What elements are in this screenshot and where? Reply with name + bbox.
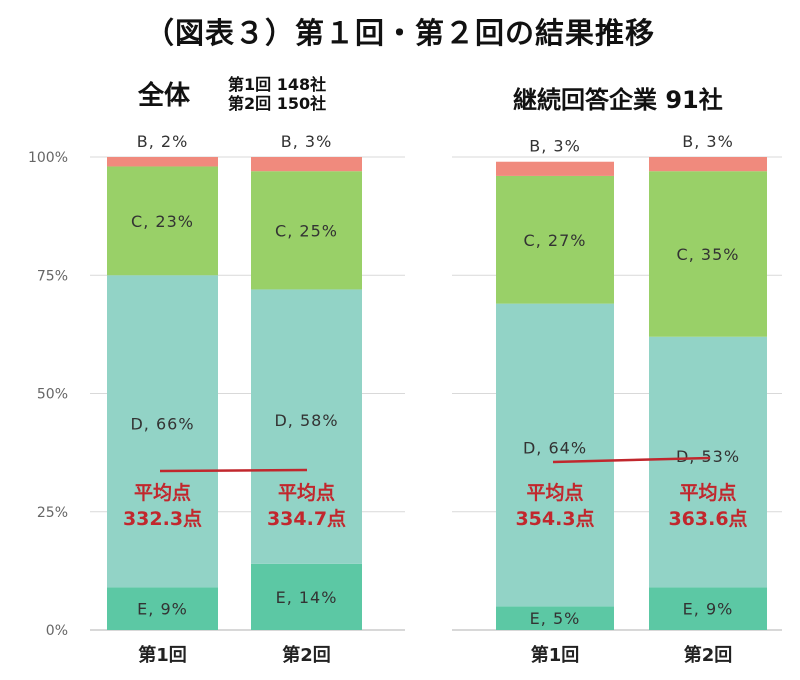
average-value: 363.6点 [668,508,747,530]
bar-segment-d [251,289,362,564]
data-label: B, 3% [281,132,333,151]
panel-title-overall: 全体 [138,81,191,111]
bar-segment-c [496,175,614,304]
data-label: E, 5% [530,609,581,628]
x-tick-label: 第2回 [282,644,331,666]
data-label: E, 9% [137,600,188,619]
average-value: 334.7点 [267,508,346,530]
x-tick-label: 第1回 [138,644,187,666]
data-label: C, 27% [524,231,587,250]
average-label: 平均点 [134,481,191,504]
data-label: C, 35% [677,245,740,264]
bar-segment-d [107,275,218,588]
data-label: E, 9% [683,600,734,619]
bar-segment-d [496,303,614,607]
x-tick-label: 第2回 [684,644,733,666]
average-trend-line [159,468,308,473]
data-label: B, 3% [682,132,734,151]
average-value: 332.3点 [123,508,202,530]
x-tick-label: 第1回 [531,644,580,666]
bar-segment-b [107,157,218,167]
data-label: B, 3% [529,137,581,156]
data-label: C, 23% [131,212,194,231]
data-label: D, 64% [523,438,587,457]
y-tick-label: 0% [46,623,68,639]
bar-segment-e [251,563,362,630]
data-label: D, 66% [130,415,194,434]
y-tick-label: 75% [37,268,68,284]
bar-segment-d [649,336,767,588]
panel-title-continuing: 継続回答企業 91社 [513,86,723,114]
data-label: D, 58% [274,411,338,430]
y-tick-label: 25% [37,505,68,521]
bar-segment-b [496,161,614,176]
bar-segment-b [251,157,362,172]
bar-segment-e [107,587,218,630]
bar-segment-c [649,171,767,337]
average-label: 平均点 [526,481,583,504]
bar-segment-c [251,171,362,290]
bar-segment-b [649,157,767,172]
average-value: 354.3点 [515,508,594,530]
average-label: 平均点 [679,481,736,504]
sample-size-note: 第1回 148社 第2回 150社 [228,75,326,113]
average-label: 平均点 [278,481,335,504]
bar-segment-e [649,587,767,630]
data-label: B, 2% [137,132,189,151]
bar-segment-e [496,606,614,630]
bar-segment-c [107,166,218,276]
average-trend-line [552,456,711,464]
y-tick-label: 100% [28,150,68,166]
sample-size-line: 第1回 148社 [228,75,327,94]
data-label: E, 14% [276,588,338,607]
y-tick-label: 50% [37,387,68,403]
data-label: C, 25% [275,221,338,240]
data-label: D, 53% [676,447,740,466]
sample-size-line: 第2回 150社 [228,94,327,113]
chart-title: （図表３）第１回・第２回の結果推移 [144,16,655,50]
